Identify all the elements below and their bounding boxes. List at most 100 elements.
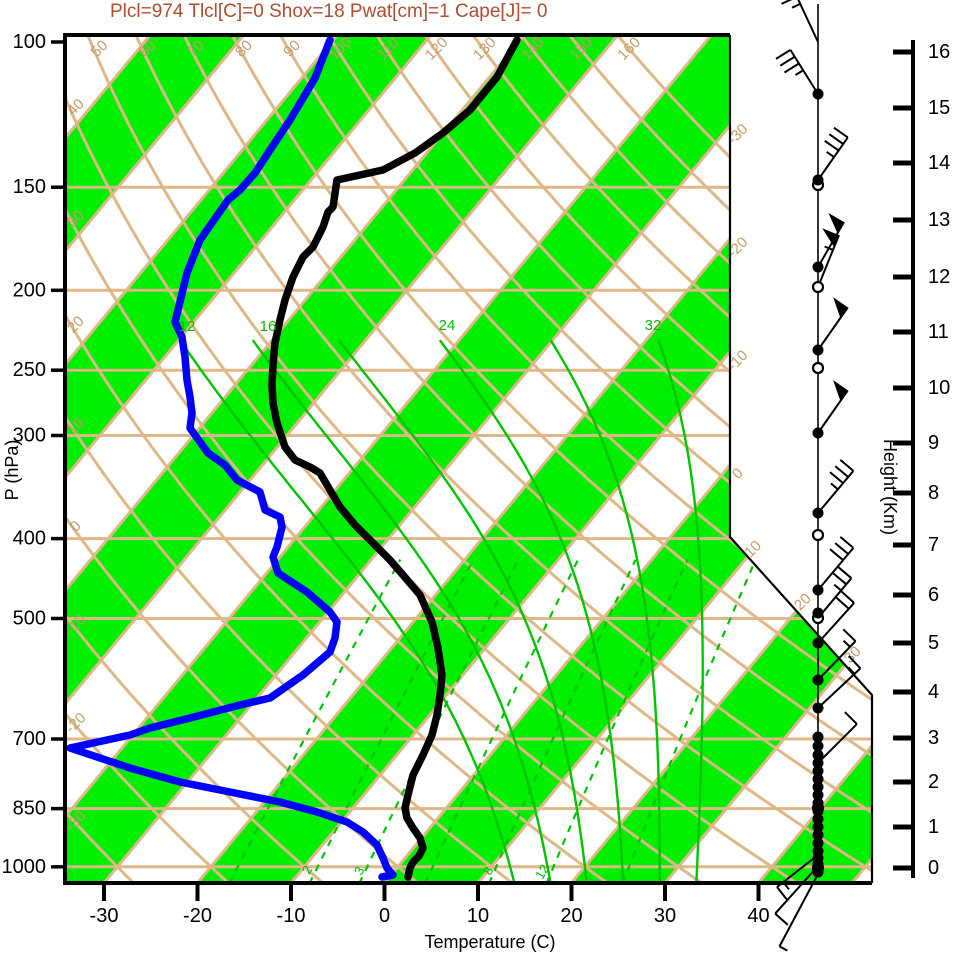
wind-barb-shaft [776,854,819,888]
wind-barb-shaft [817,640,857,681]
wind-barb-shaft [817,602,855,644]
pressure-tick-label: 250 [13,359,46,381]
dry-adiabat-line [227,35,872,883]
shade-band [65,35,431,883]
height-tick-label: 7 [928,534,939,556]
height-tick-label: 4 [928,681,939,703]
wind-barb-feather [844,711,858,725]
wind-barb-feather [781,0,793,5]
dry-adiabat-line [514,35,872,883]
height-tick-label: 12 [928,266,950,288]
mixing-ratio-line [487,559,637,883]
wind-barb-shaft [817,667,862,709]
wind-barb-half-feather [779,945,788,952]
tan-grid-label: 0 [729,465,747,483]
pressure-tick-label: 200 [13,279,46,301]
wind-barb-feather [837,566,853,579]
temperature-tick-label: -20 [183,905,212,927]
wind-barb-flag [833,380,848,402]
moist-adiabat-line [179,339,516,883]
wind-level-dot [812,507,824,519]
wind-barb-feather [835,596,850,610]
wind-barb-half-feather [794,69,804,76]
wind-barb-feather [774,912,789,926]
wind-barb-feather [842,628,857,642]
wind-barb-shaft [817,470,855,514]
wind-level-dot [812,740,824,752]
wind-level-dot-open [811,361,825,375]
wind-barb-feather [832,572,847,586]
wind-barb-feather [829,471,844,484]
wind-level-dot [812,757,824,769]
pressure-tick-label: 850 [13,798,46,820]
wind-barb-half-feather [824,245,834,251]
wind-barb-half-feather [791,2,801,9]
isotherm-line [65,35,339,883]
dry-adiabat-line [83,35,872,883]
mixing-ratio-line [358,559,520,883]
wind-barb-feather [776,886,789,902]
wind-barb-shaft [797,0,819,43]
wind-level-dot [812,637,824,649]
mixing-ratio-label: 12 [532,862,552,882]
pressure-tick-label: 400 [13,528,46,550]
shade-band [571,35,872,883]
wind-level-dot [812,749,824,761]
wind-level-dot [812,773,824,785]
wind-barb-feather [839,459,855,472]
moist-adiabat-line [438,339,625,883]
pressure-tick-label: 100 [13,31,46,53]
wind-level-dot [812,674,824,686]
height-axis-title: Height (Km) [880,439,900,535]
moist-adiabat-label: 12 [179,318,196,335]
wind-barb-feather [775,49,791,60]
plot-frame [63,33,874,885]
wind-level-dot [812,88,824,100]
pressure-axis-title: P (hPa) [2,440,22,501]
wind-barb-feather [783,62,800,74]
moist-adiabat-line [657,339,704,883]
wind-level-dot [812,829,824,841]
wind-level-dot [812,427,824,439]
wind-level-dot [812,174,824,186]
wind-barb-flag [828,213,844,234]
wind-barb-half-feather [842,639,851,648]
pressure-tick-label: 150 [13,176,46,198]
wind-barb-half-feather [826,151,835,158]
wind-level-dot [812,702,824,714]
height-tick-label: 0 [928,857,939,879]
height-tick-label: 2 [928,771,939,793]
wind-barb-shaft [817,723,858,764]
dry-adiabat-line [65,35,420,883]
wind-level-dot [812,344,824,356]
chart-title: Plcl=974 Tlcl[C]=0 Shox=18 Pwat[cm]=1 Ca… [110,1,548,22]
wind-level-dot [812,821,824,833]
moist-adiabat-label: 24 [439,317,456,334]
isotherm-line [289,35,872,883]
wind-barb-half-feather [833,583,842,592]
wind-level-dot-open [811,280,825,294]
dry-adiabat-line [65,35,515,883]
wind-level-dot-open [811,528,825,542]
wind-level-dot [812,261,824,273]
isotherm-line [65,35,432,883]
mixing-ratio-line [424,559,579,883]
wind-level-dot [812,781,824,793]
wind-barb-feather [828,133,844,145]
height-tick-label: 10 [928,377,950,399]
moist-adiabat-label: 16 [260,318,277,335]
temperature-curve [268,36,521,881]
wind-barb-feather [840,590,855,604]
height-tick-label: 1 [928,816,939,838]
wind-barb-half-feather [847,666,856,675]
temperature-tick-label: 0 [379,905,390,927]
moist-adiabat-line [251,339,552,883]
wind-level-dot [812,805,824,817]
height-tick-label: 8 [928,482,939,504]
mixing-ratio-line [228,559,402,883]
pressure-tick-label: 300 [13,425,46,447]
wind-level-dot [812,789,824,801]
dry-adiabat-line [65,35,325,883]
wind-barb-shaft [817,234,840,288]
